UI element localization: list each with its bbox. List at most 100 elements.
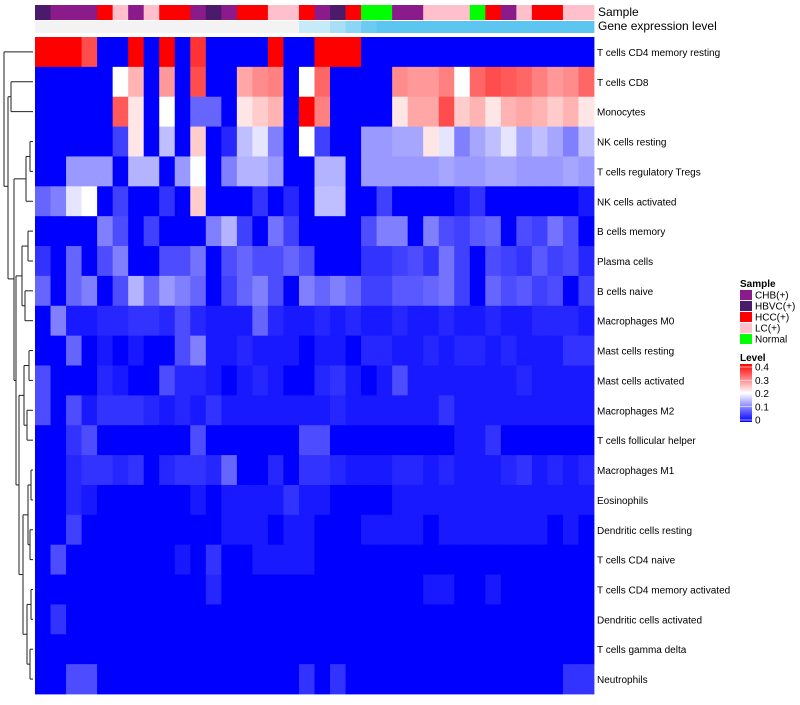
heatmap-cell [314, 96, 331, 127]
row-label: Eosinophils [597, 496, 648, 507]
heatmap-cell [547, 425, 564, 456]
heatmap-cell [562, 96, 579, 127]
heatmap-cell [516, 574, 533, 605]
heatmap-cell [143, 425, 160, 456]
heatmap-cell [578, 66, 595, 98]
heatmap-cell [376, 574, 393, 605]
heatmap-cell [174, 544, 191, 575]
heatmap-cell [531, 37, 548, 68]
heatmap-cell [159, 395, 176, 426]
heatmap-cell [438, 96, 455, 127]
heatmap-cell [81, 395, 98, 426]
heatmap-cell [485, 664, 502, 695]
heatmap-cell [330, 96, 346, 127]
heatmap-cell [500, 305, 517, 337]
heatmap-cell [454, 574, 471, 605]
heatmap-cell [469, 156, 486, 187]
row-label: Macrophages M0 [597, 317, 675, 328]
heatmap-cell [112, 514, 129, 546]
heatmap-cell [392, 664, 409, 695]
heatmap-cell [66, 365, 82, 396]
heatmap-cell [50, 544, 67, 575]
heatmap-cell [252, 305, 269, 337]
heatmap-cell [345, 425, 362, 456]
heatmap-cell [423, 186, 440, 217]
heatmap-cell [143, 574, 160, 605]
heatmap-cell [252, 604, 269, 635]
heatmap-cell [35, 37, 51, 68]
heatmap-cell [500, 574, 517, 605]
heatmap-cell [143, 186, 160, 217]
heatmap-cell [376, 514, 393, 546]
gene-expression-annotation-cell [221, 21, 238, 33]
level-legend-tick-label: 0.4 [755, 363, 769, 374]
heatmap-cell [97, 126, 114, 157]
heatmap-cell [35, 544, 51, 575]
gene-expression-annotation-cell [159, 21, 176, 33]
heatmap-cell [454, 246, 471, 277]
heatmap-cell [562, 37, 579, 68]
heatmap-cell [66, 604, 82, 635]
heatmap-cell [407, 634, 424, 665]
heatmap-cell [423, 514, 440, 546]
heatmap-cell [298, 246, 315, 277]
heatmap-cell [252, 425, 269, 456]
heatmap-cell [81, 664, 98, 695]
sample-annotation-cell [252, 5, 269, 20]
heatmap-cell [174, 335, 191, 366]
heatmap-cell [531, 186, 548, 217]
heatmap-cell [531, 484, 548, 516]
heatmap-cell [35, 484, 51, 516]
heatmap-cell [578, 246, 595, 277]
heatmap-cell [267, 246, 284, 277]
gene-expression-annotation-cell [531, 21, 548, 33]
heatmap-cell [190, 484, 207, 516]
heatmap-cell [267, 484, 284, 516]
heatmap-cell [298, 156, 315, 187]
heatmap-cell [35, 365, 51, 396]
heatmap-cell [190, 186, 207, 217]
heatmap-cell [236, 96, 253, 127]
heatmap-cell [221, 246, 238, 277]
heatmap-cell [314, 455, 331, 486]
heatmap-cell [345, 37, 362, 68]
heatmap-cell [298, 395, 315, 426]
heatmap-cell [35, 216, 51, 247]
heatmap-cell [236, 37, 253, 68]
heatmap-cell [392, 514, 409, 546]
heatmap-cell [267, 365, 284, 396]
heatmap-cell [454, 275, 471, 307]
heatmap-cell [205, 246, 222, 277]
heatmap-cell [423, 604, 440, 635]
heatmap-cell [345, 634, 362, 665]
heatmap-cell [516, 664, 533, 695]
heatmap-cell [407, 574, 424, 605]
heatmap-cell [66, 66, 82, 98]
heatmap-cell [66, 425, 82, 456]
heatmap-cell [190, 664, 207, 695]
heatmap-cell [128, 66, 145, 98]
heatmap-cell [547, 395, 564, 426]
heatmap-cell [174, 305, 191, 337]
heatmap-cell [97, 216, 114, 247]
heatmap-cell [221, 514, 238, 546]
sample-annotation-cell [485, 5, 502, 20]
heatmap-cell [376, 395, 393, 426]
heatmap-cell [283, 305, 300, 337]
heatmap-cell [159, 246, 176, 277]
heatmap-cell [112, 246, 129, 277]
heatmap-cell [159, 484, 176, 516]
heatmap-cell [438, 66, 455, 98]
heatmap-cell [376, 156, 393, 187]
heatmap-cell [128, 664, 145, 695]
heatmap-cell [190, 514, 207, 546]
heatmap-cell [252, 96, 269, 127]
heatmap-cell [562, 484, 579, 516]
sample-annotation-cell [50, 5, 67, 20]
heatmap-cell [562, 604, 579, 635]
heatmap-cell [345, 246, 362, 277]
heatmap-cell [128, 275, 145, 307]
heatmap-cell [50, 275, 67, 307]
heatmap-cell [578, 664, 595, 695]
heatmap-cell [66, 335, 82, 366]
